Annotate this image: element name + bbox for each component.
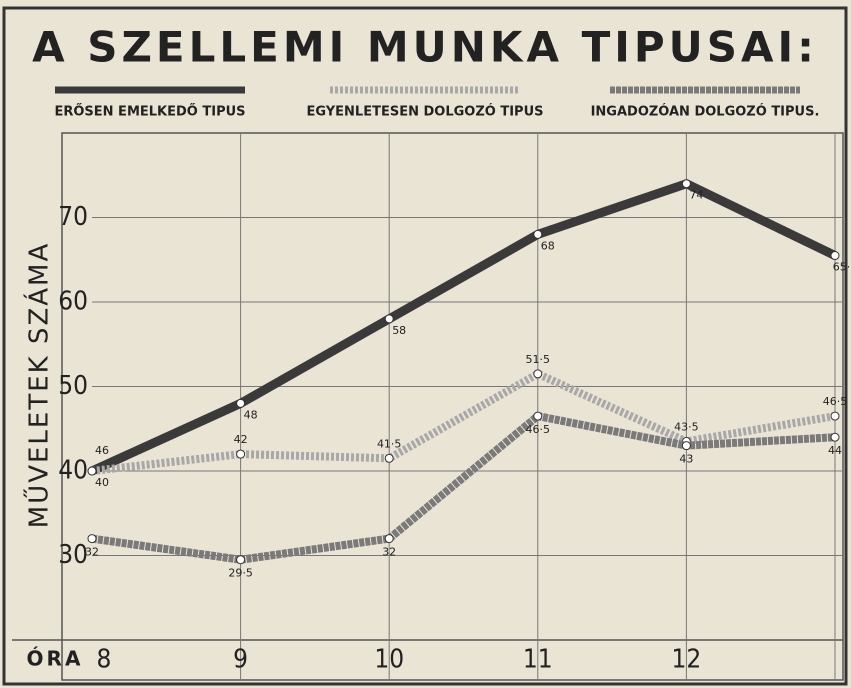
value-label: 48 — [244, 408, 258, 421]
value-label: 29·5 — [228, 567, 253, 580]
value-label: 43 — [679, 453, 693, 466]
y-axis-label: MŰVELETEK SZÁMA — [23, 242, 55, 529]
x-tick-label: 11 — [523, 645, 553, 675]
series-line — [91, 369, 836, 475]
point — [533, 229, 543, 239]
point — [830, 411, 840, 421]
value-label: 32 — [382, 546, 396, 559]
y-tick-label: 60 — [58, 287, 88, 317]
point — [681, 179, 691, 189]
y-tick-label: 70 — [58, 202, 88, 232]
value-label: 32 — [85, 546, 99, 559]
value-label: 46·5 — [526, 423, 551, 436]
value-label: 42 — [234, 433, 248, 446]
chart-title: A SZELLEMI MUNKA TIPUSAI: — [32, 23, 818, 72]
value-label: 46·5 — [823, 395, 848, 408]
value-label: 43·5 — [674, 420, 699, 433]
y-tick-label: 30 — [58, 540, 88, 570]
point — [87, 466, 97, 476]
y-tick-label: 50 — [58, 371, 88, 401]
point — [236, 555, 246, 565]
point — [533, 411, 543, 421]
point — [533, 369, 543, 379]
value-label: 44 — [828, 444, 842, 457]
legend-label: EGYENLETESEN DOLGOZÓ TIPUS — [306, 104, 543, 120]
value-label: 58 — [392, 324, 406, 337]
series-line — [91, 412, 836, 564]
value-label: 68 — [541, 239, 555, 252]
value-label: 65·5 — [833, 261, 851, 274]
point — [384, 314, 394, 324]
legend-label: INGADOZÓAN DOLGOZÓ TIPUS. — [591, 104, 820, 120]
point — [830, 432, 840, 442]
annotation: 46 — [95, 444, 109, 457]
value-label: 51·5 — [526, 353, 551, 366]
point — [681, 441, 691, 451]
point — [236, 449, 246, 459]
x-tick-label: 8 — [97, 645, 112, 675]
x-tick-label: 10 — [374, 645, 404, 675]
plot-area — [61, 132, 844, 681]
x-tick-label: 12 — [672, 645, 702, 675]
point — [87, 534, 97, 544]
point — [384, 453, 394, 463]
x-axis-label: ÓRA — [27, 647, 84, 671]
point — [384, 534, 394, 544]
series-line — [90, 179, 837, 476]
frame — [2, 6, 848, 686]
point — [236, 398, 246, 408]
legend-label: ERŐSEN EMELKEDŐ TIPUS — [54, 104, 245, 120]
y-tick-label: 40 — [58, 456, 88, 486]
value-label: 41·5 — [377, 437, 402, 450]
value-label: 40 — [95, 476, 109, 489]
x-tick-label: 9 — [233, 645, 248, 675]
value-label: 74 — [689, 189, 703, 202]
point — [830, 251, 840, 261]
